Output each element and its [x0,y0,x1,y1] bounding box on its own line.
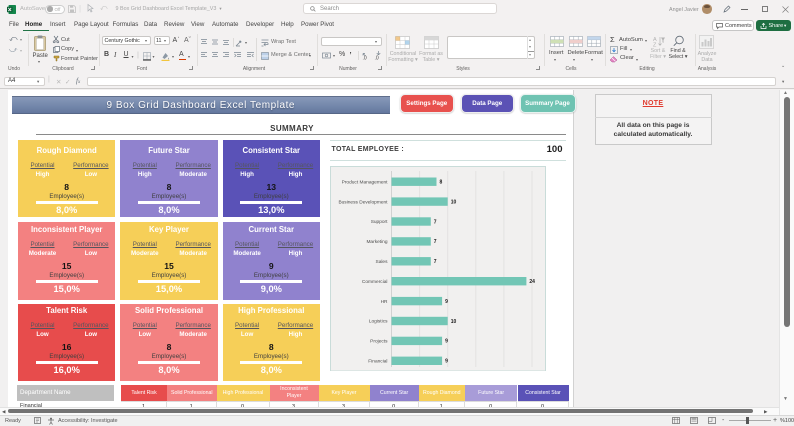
svg-text:9: 9 [445,298,448,304]
svg-text:7: 7 [433,239,436,245]
svg-text:9: 9 [445,338,448,344]
svg-text:Commercial: Commercial [361,278,387,284]
svg-text:.0: .0 [375,55,379,61]
svg-text:Support: Support [370,219,387,225]
svg-text:A: A [653,37,657,43]
svg-text:7: 7 [433,219,436,225]
svg-text:HR: HR [380,298,387,304]
svg-text:Product Management: Product Management [341,179,388,185]
svg-text:Marketing: Marketing [366,239,387,245]
svg-text:9: 9 [445,358,448,364]
svg-text:8: 8 [439,179,442,185]
svg-text:Logistics: Logistics [368,318,387,324]
svg-text:Financial: Financial [368,358,387,364]
svg-text:.0: .0 [363,55,367,61]
svg-text:Business Development: Business Development [338,199,388,205]
svg-text:10: 10 [450,199,456,205]
svg-text:24: 24 [529,279,535,285]
svg-text:Z: Z [653,42,657,48]
svg-text:7: 7 [433,259,436,265]
svg-text:Sales: Sales [375,259,388,265]
svg-text:Projects: Projects [370,338,388,344]
svg-text:10: 10 [450,318,456,324]
